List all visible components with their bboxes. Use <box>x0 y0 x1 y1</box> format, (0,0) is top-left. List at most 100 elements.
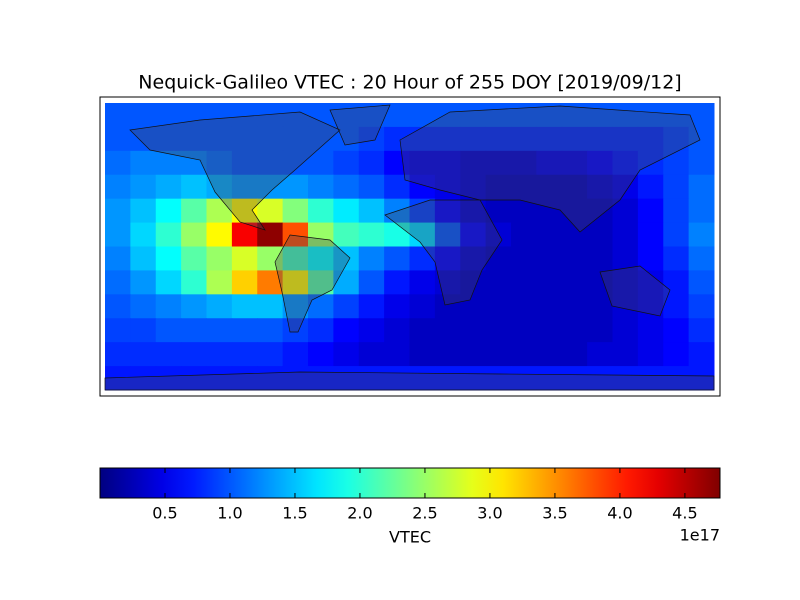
heat-cell <box>561 174 588 200</box>
heat-cell <box>257 318 284 343</box>
heat-cell <box>308 103 334 128</box>
heat-cell <box>231 270 258 295</box>
heat-cell <box>282 103 309 128</box>
heat-cell <box>561 318 588 343</box>
heat-cell <box>308 174 334 200</box>
heat-cell <box>333 270 360 295</box>
heat-cell <box>409 222 436 247</box>
heat-cell <box>282 198 309 224</box>
heat-cell <box>181 294 207 319</box>
heat-cell <box>587 294 613 319</box>
heat-cell <box>688 126 715 152</box>
heat-cell <box>637 126 664 152</box>
heat-cell <box>308 270 334 295</box>
heat-cell <box>358 246 385 271</box>
heat-cell <box>434 342 461 367</box>
heat-cell <box>663 294 690 319</box>
heat-cell <box>434 150 461 176</box>
heat-cell <box>231 150 258 176</box>
heat-cell <box>384 150 410 176</box>
heat-cell <box>587 318 613 343</box>
heat-cell <box>257 270 284 295</box>
heat-cell <box>257 246 284 271</box>
heat-cell <box>206 270 233 295</box>
heat-cell <box>587 103 613 128</box>
heat-cell <box>612 222 639 247</box>
heat-cell <box>206 103 233 128</box>
heat-cell <box>231 342 258 367</box>
heat-cell <box>105 318 131 343</box>
heat-cell <box>485 318 512 343</box>
heat-cell <box>612 270 639 295</box>
heat-cell <box>333 342 360 367</box>
heat-cell <box>282 366 309 391</box>
heat-cell <box>409 366 436 391</box>
heat-cell <box>130 222 157 247</box>
heat-cell <box>231 126 258 152</box>
heat-cell <box>637 103 664 128</box>
heat-cell <box>536 150 563 176</box>
continents <box>104 104 715 391</box>
heat-cell <box>485 342 512 367</box>
heat-cell <box>511 342 537 367</box>
heat-cell <box>282 126 309 152</box>
heat-cell <box>231 198 258 224</box>
heat-cell <box>308 294 334 319</box>
heat-cell <box>434 174 461 200</box>
heat-cell <box>561 150 588 176</box>
heat-cell <box>384 270 410 295</box>
heat-cell <box>460 150 487 176</box>
heat-cell <box>511 246 537 271</box>
heat-cell <box>587 150 613 176</box>
heat-cell <box>688 270 715 295</box>
heat-cell <box>308 318 334 343</box>
heat-cell <box>434 366 461 391</box>
heat-cell <box>105 246 131 271</box>
heat-cell <box>333 198 360 224</box>
heat-cell <box>333 126 360 152</box>
heat-cell <box>485 150 512 176</box>
heat-cell <box>612 294 639 319</box>
heat-cell <box>637 342 664 367</box>
heat-cell <box>308 198 334 224</box>
heat-cell <box>206 126 233 152</box>
heat-cell <box>257 198 284 224</box>
heat-cell <box>231 366 258 391</box>
heat-cell <box>181 174 207 200</box>
heat-cell <box>434 246 461 271</box>
heat-cell <box>485 366 512 391</box>
heat-cell <box>434 126 461 152</box>
heat-cell <box>511 270 537 295</box>
heat-cell <box>612 126 639 152</box>
colorbar-tick-label: 2.0 <box>347 504 372 523</box>
heat-cell <box>485 294 512 319</box>
heat-cell <box>384 318 410 343</box>
heat-cell <box>688 222 715 247</box>
heat-cell <box>105 198 131 224</box>
colorbar-tick-label: 2.5 <box>412 504 437 523</box>
heat-cell <box>663 174 690 200</box>
heat-cell <box>181 270 207 295</box>
heat-cell <box>282 318 309 343</box>
colorbar-tick-label: 4.5 <box>672 504 697 523</box>
antarctica <box>104 371 715 391</box>
heat-cell <box>155 366 182 391</box>
heat-cell <box>409 318 436 343</box>
heat-cell <box>688 198 715 224</box>
heat-cell <box>333 246 360 271</box>
heat-cell <box>561 198 588 224</box>
heat-cell <box>511 222 537 247</box>
heat-cell <box>384 174 410 200</box>
heat-cell <box>485 198 512 224</box>
heat-cell <box>155 126 182 152</box>
heat-cell <box>206 150 233 176</box>
heat-cell <box>308 366 334 391</box>
heat-cell <box>485 103 512 128</box>
colorbar-tick-label: 1.5 <box>282 504 307 523</box>
heat-cell <box>155 174 182 200</box>
heat-cell <box>561 270 588 295</box>
heat-cell <box>384 126 410 152</box>
heat-cell <box>257 294 284 319</box>
heat-cell <box>257 174 284 200</box>
eurasia <box>399 105 701 233</box>
